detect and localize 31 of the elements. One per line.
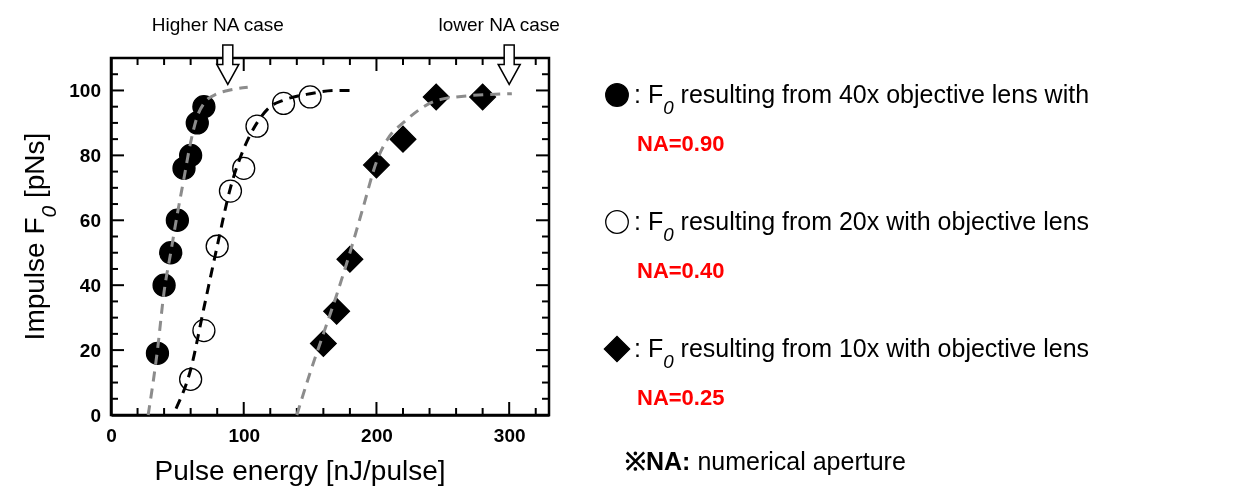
- point: [218, 179, 243, 203]
- point: [362, 151, 390, 179]
- point: [389, 125, 417, 153]
- annotation: lower NA case: [438, 14, 560, 35]
- text: ※NA: numerical aperture: [625, 447, 906, 475]
- line-series: [295, 92, 514, 417]
- y-tick-label: 0: [90, 404, 101, 426]
- text: NA=0.40: [637, 258, 725, 283]
- line-series: [146, 85, 250, 417]
- text: NA=0.90: [637, 131, 725, 156]
- y-tick-label: 80: [79, 144, 101, 166]
- point: [245, 114, 269, 138]
- point: [323, 297, 351, 325]
- point: [178, 143, 203, 167]
- x-tick-label: 200: [361, 425, 393, 447]
- x-tick-label: 300: [493, 425, 526, 447]
- text: NA=0.25: [637, 385, 725, 410]
- y-tick-label: 100: [69, 80, 101, 102]
- x-tick-label: 100: [228, 425, 261, 447]
- point: [298, 85, 322, 109]
- legend-label: : F$_{0}$ resulting from 20x with objective lens: [634, 207, 1090, 245]
- point: [232, 156, 256, 180]
- x-tick-label: 0: [106, 425, 117, 447]
- y-tick-label: 60: [79, 209, 101, 231]
- y-tick-label: 20: [79, 339, 101, 361]
- point: [192, 95, 216, 119]
- legend-label: : F$_{0}$ resulting from 10x with objective lens: [634, 334, 1090, 372]
- y-tick-label: 40: [79, 274, 101, 296]
- legend-label: : F$_{0}$ resulting from 40x objective lens with: [634, 80, 1090, 118]
- annotation: Higher NA case: [151, 14, 284, 35]
- x-axis-title: Pulse energy [nJ/pulse]: [154, 455, 446, 486]
